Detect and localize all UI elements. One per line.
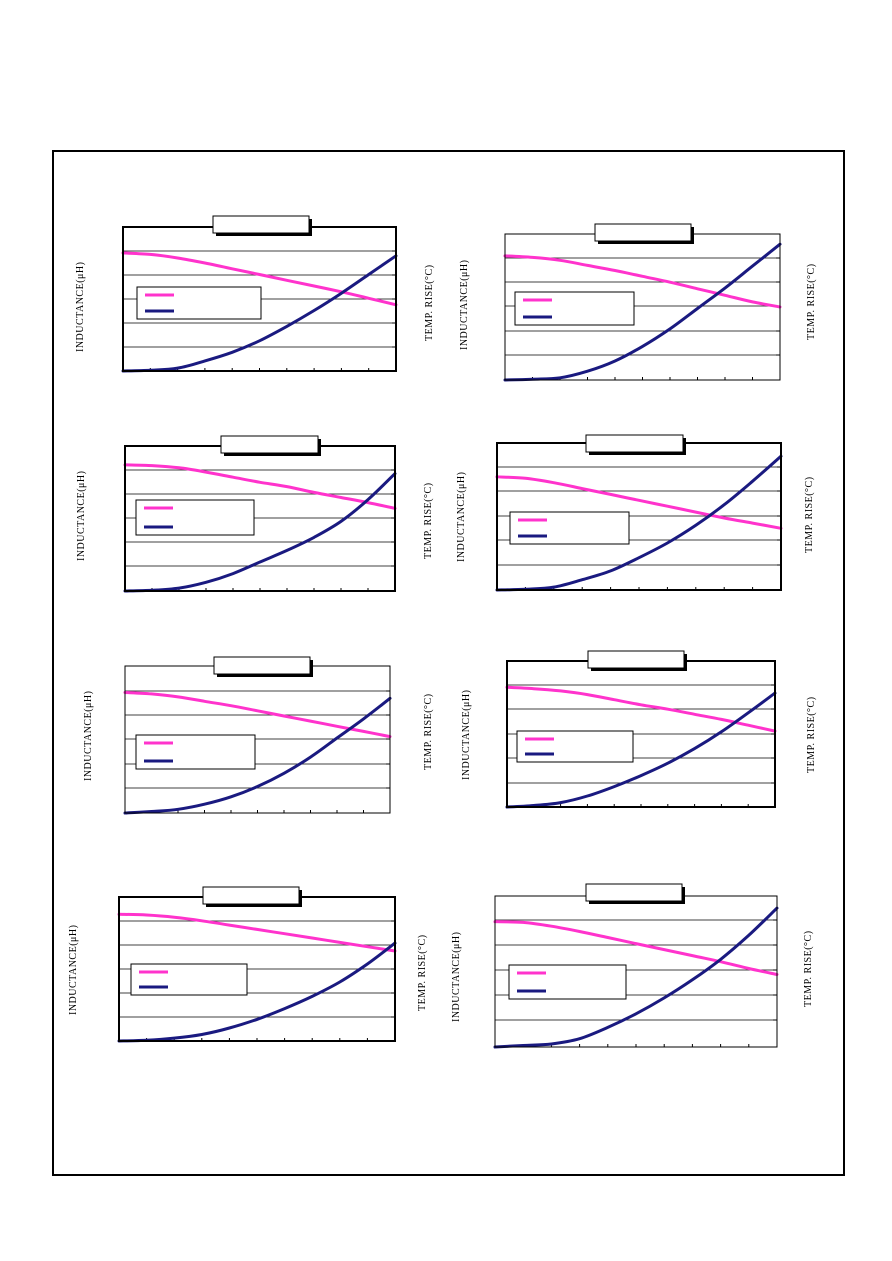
chart-title-box (594, 223, 692, 242)
legend-box (136, 286, 262, 320)
inductance-curve (503, 254, 782, 309)
temp-rise-curve (493, 906, 779, 1049)
inductance-curve (495, 475, 783, 530)
inductance-curve (123, 463, 397, 510)
temp-rise-curve (495, 454, 783, 592)
y-axis-label-left: INDUCTANCE(μH) (451, 931, 462, 1022)
inductance-curve (505, 685, 777, 733)
y-axis-label-right: TEMP. RISE(°C) (803, 930, 814, 1007)
inductance-curve (121, 251, 398, 307)
chart-title-box (220, 435, 319, 454)
legend-box (130, 963, 248, 996)
temp-rise-curve (505, 691, 777, 809)
inductance-curve (117, 912, 397, 953)
legend-box (135, 499, 255, 536)
legend-box (135, 734, 256, 770)
legend-box (514, 291, 635, 326)
temp-rise-curve (123, 472, 397, 593)
figure-frame (52, 150, 845, 1176)
chart-title-box (202, 886, 300, 905)
inductance-curve (123, 690, 392, 739)
legend-box (516, 730, 634, 763)
legend-box (508, 964, 627, 1000)
temp-rise-curve (117, 941, 397, 1043)
chart-title-box (212, 215, 310, 234)
inductance-curve (493, 920, 779, 976)
temp-rise-curve (503, 242, 782, 382)
temp-rise-curve (121, 254, 398, 373)
legend-box (509, 511, 630, 545)
chart-title-box (587, 650, 685, 669)
chart-title-box (213, 656, 311, 675)
chart-title-box (585, 434, 684, 453)
temp-rise-curve (123, 696, 392, 815)
chart-title-box (585, 883, 683, 902)
